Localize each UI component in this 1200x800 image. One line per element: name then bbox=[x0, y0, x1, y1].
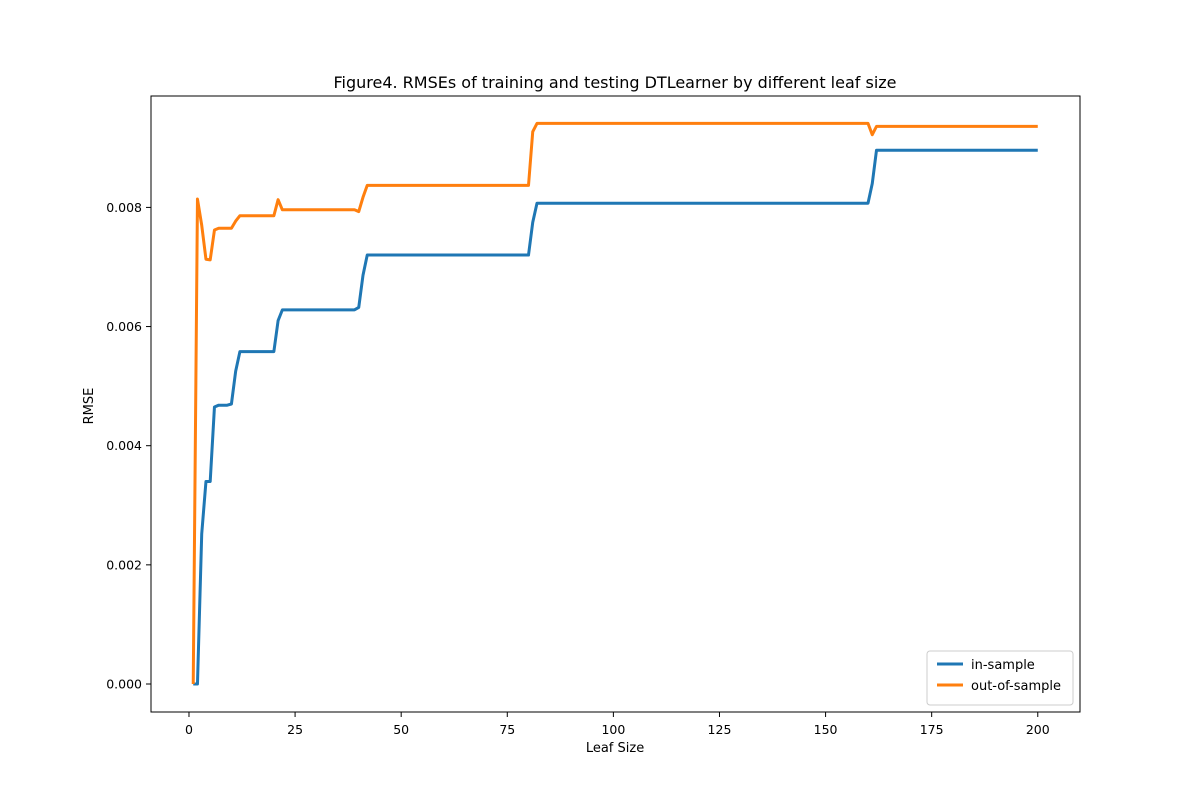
series-line-out-of-sample bbox=[191, 121, 1038, 685]
y-axis-label: RMSE bbox=[82, 388, 97, 425]
legend-label: out-of-sample bbox=[971, 679, 1061, 694]
series-layer bbox=[191, 121, 1038, 686]
y-tick-label: 0.000 bbox=[106, 677, 142, 692]
legend: in-sample out-of-sample bbox=[926, 650, 1074, 706]
x-tick-label: 75 bbox=[499, 722, 515, 737]
y-tick-label: 0.008 bbox=[106, 200, 142, 215]
x-tick-label: 200 bbox=[1026, 722, 1050, 737]
y-axis: 0.000 0.002 0.004 0.006 0.008 bbox=[106, 200, 151, 692]
x-tick-label: 125 bbox=[708, 722, 732, 737]
x-tick-label: 150 bbox=[814, 722, 838, 737]
y-tick-label: 0.004 bbox=[106, 438, 142, 453]
x-tick-label: 0 bbox=[185, 722, 193, 737]
x-tick-label: 175 bbox=[920, 722, 944, 737]
x-tick-label: 100 bbox=[601, 722, 625, 737]
plot-area-frame bbox=[150, 95, 1081, 713]
x-axis: 0 25 50 75 100 125 150 175 200 bbox=[185, 712, 1050, 737]
series-line-in-sample bbox=[193, 148, 1038, 686]
legend-box bbox=[926, 650, 1074, 706]
x-tick-label: 50 bbox=[393, 722, 409, 737]
x-axis-label: Leaf Size bbox=[586, 741, 644, 756]
x-tick-label: 25 bbox=[287, 722, 303, 737]
y-tick-label: 0.002 bbox=[106, 557, 142, 572]
chart-title: Figure4. RMSEs of training and testing D… bbox=[333, 73, 896, 92]
legend-label: in-sample bbox=[971, 658, 1035, 673]
y-tick-label: 0.006 bbox=[106, 319, 142, 334]
